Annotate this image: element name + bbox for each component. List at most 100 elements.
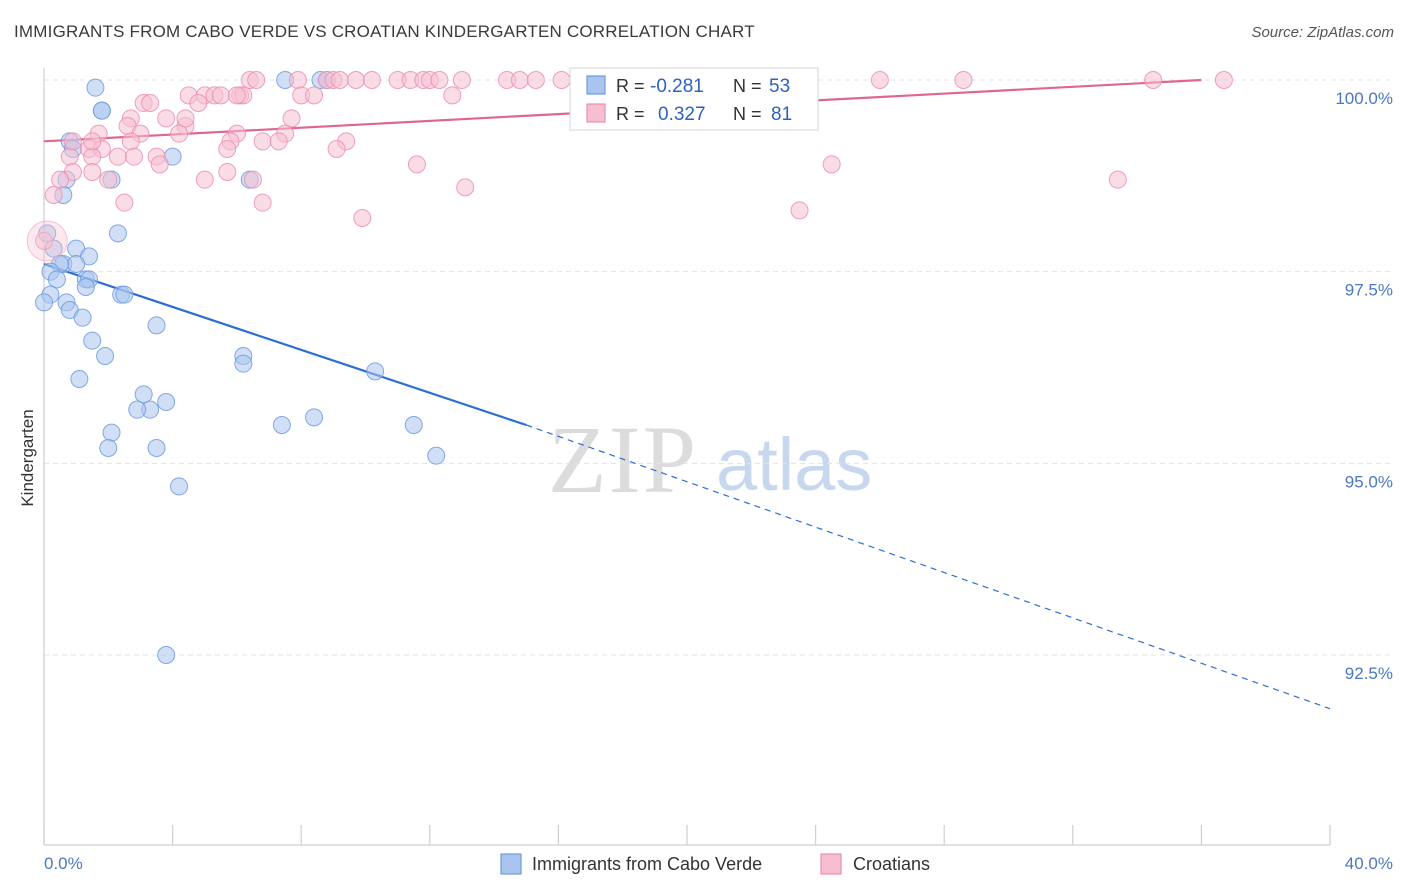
point-croatians [510, 71, 529, 89]
point-croatians [227, 86, 246, 105]
bottom-legend: Immigrants from Cabo Verde Croatians [500, 853, 930, 875]
point-croatians [526, 71, 545, 89]
stats-r-value-blue: -0.281 [650, 76, 704, 97]
point-croatians [253, 132, 272, 151]
point-cabo-verde [76, 278, 95, 296]
grid-layer: 92.5% 95.0% 97.5% 100.0% [44, 79, 1393, 683]
watermark-atlas: atlas [716, 423, 872, 506]
point-cabo-verde [234, 354, 253, 373]
point-cabo-verde [170, 477, 189, 496]
stats-legend-swatch-blue [586, 75, 606, 95]
y-tick-label: 95.0% [1345, 472, 1393, 491]
point-croatians [195, 170, 214, 189]
y-axis-title: Kindergarten [18, 409, 37, 506]
point-croatians [253, 193, 272, 212]
point-cabo-verde [83, 331, 102, 350]
point-croatians [330, 71, 349, 89]
point-cabo-verde [35, 293, 53, 312]
point-croatians [125, 147, 144, 166]
point-croatians [170, 124, 189, 143]
point-cabo-verde [157, 646, 176, 664]
point-croatians [141, 94, 160, 112]
point-croatians [83, 147, 102, 166]
legend-label-cabo-verde: Immigrants from Cabo Verde [532, 854, 762, 874]
point-croatians [150, 155, 169, 174]
point-croatians [327, 140, 346, 158]
point-croatians [346, 71, 365, 89]
point-croatians [211, 86, 230, 105]
stats-n-label-blue: N = [733, 76, 762, 96]
x-tick-label-max: 40.0% [1345, 854, 1393, 873]
point-croatians [35, 232, 53, 250]
point-croatians [1108, 170, 1127, 189]
y-tick-label: 92.5% [1345, 664, 1393, 683]
point-croatians [288, 71, 307, 89]
axis-layer [43, 68, 1331, 846]
point-cabo-verde [366, 362, 385, 381]
stats-n-label-pink: N = [733, 104, 762, 124]
point-croatians [822, 155, 841, 174]
point-cabo-verde [305, 408, 324, 427]
legend-swatch-croatians [820, 853, 842, 875]
point-croatians-cluster [26, 220, 68, 262]
point-cabo-verde [404, 416, 423, 434]
point-croatians [407, 155, 426, 174]
watermark-zip: ZIP [548, 406, 698, 513]
point-cabo-verde [67, 255, 86, 273]
point-cabo-verde [272, 416, 291, 434]
stats-r-label-blue: R = [616, 76, 645, 96]
point-croatians [108, 147, 127, 166]
point-cabo-verde [92, 101, 111, 120]
legend-swatch-cabo-verde [500, 853, 522, 875]
point-croatians [362, 71, 381, 89]
point-cabo-verde [115, 285, 134, 304]
point-cabo-verde [157, 393, 176, 411]
point-cabo-verde [128, 400, 147, 419]
point-croatians [115, 193, 134, 212]
point-croatians [1214, 71, 1233, 89]
point-croatians [44, 186, 63, 204]
point-croatians [305, 86, 324, 105]
stats-legend-frame [569, 67, 819, 131]
point-cabo-verde [108, 224, 127, 243]
point-cabo-verde [47, 270, 66, 289]
point-croatians [63, 132, 82, 151]
point-croatians [157, 109, 176, 128]
point-croatians [552, 71, 571, 89]
point-croatians [430, 71, 449, 89]
point-cabo-verde [147, 439, 166, 457]
stats-r-label-pink: R = [616, 104, 645, 124]
point-croatians [83, 163, 102, 181]
point-croatians [176, 109, 195, 128]
point-cabo-verde [427, 446, 446, 465]
point-croatians [51, 170, 70, 189]
point-croatians [247, 71, 266, 89]
point-cabo-verde [147, 316, 166, 335]
stats-n-value-blue: 53 [769, 76, 790, 97]
point-cabo-verde [96, 347, 115, 365]
point-cabo-verde [102, 423, 121, 442]
point-croatians [189, 94, 208, 112]
point-croatians [243, 170, 262, 189]
point-croatians [456, 178, 475, 197]
chart-title: IMMIGRANTS FROM CABO VERDE VS CROATIAN K… [14, 22, 755, 41]
stats-legend-swatch-pink [586, 103, 606, 123]
point-croatians [954, 71, 973, 89]
point-croatians [452, 71, 471, 89]
point-croatians [121, 132, 140, 151]
point-croatians [60, 147, 79, 166]
point-croatians [790, 201, 809, 220]
stats-n-value-pink: 81 [771, 104, 792, 125]
y-tick-label: 97.5% [1345, 281, 1393, 300]
point-cabo-verde [99, 439, 118, 457]
point-cabo-verde [70, 370, 89, 388]
stats-legend: R = -0.281 N = 53 R = 0.327 N = 81 [569, 67, 819, 131]
point-croatians [1144, 71, 1163, 89]
source-label: Source: ZipAtlas.com [1251, 24, 1394, 41]
point-croatians [443, 86, 462, 105]
point-layer [26, 71, 1233, 664]
point-croatians [353, 209, 372, 227]
point-croatians [99, 170, 118, 189]
point-croatians [218, 140, 237, 158]
